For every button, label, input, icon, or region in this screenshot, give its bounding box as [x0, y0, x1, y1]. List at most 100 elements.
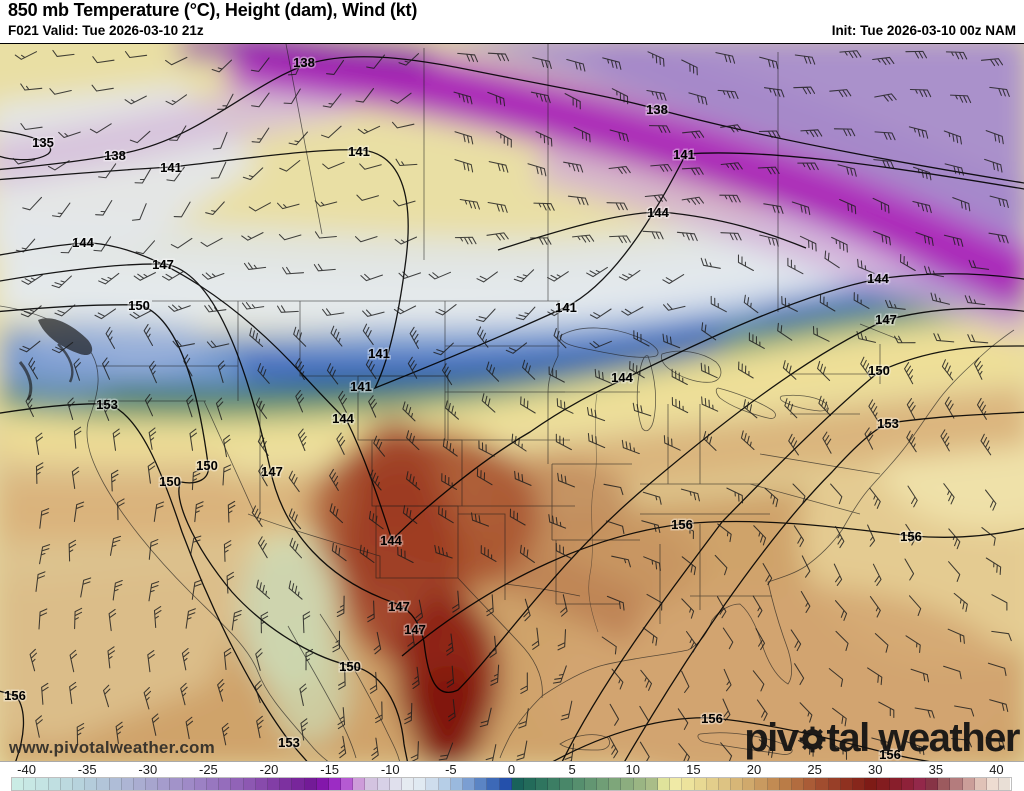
colorbar-tick-label: -10 — [380, 762, 400, 777]
colorbar-cell — [462, 778, 476, 790]
contour-label: 156 — [671, 517, 693, 532]
colorbar-cell — [852, 778, 866, 790]
contour-label: 141 — [350, 379, 372, 394]
logo-text-left: piv — [744, 716, 799, 760]
colorbar-tick-label: -5 — [445, 762, 457, 777]
colorbar-cell — [718, 778, 732, 790]
colorbar-cell — [231, 778, 244, 790]
init-time-label: Init: Tue 2026-03-10 00z NAM — [831, 23, 1016, 38]
contour-label: 150 — [196, 458, 218, 473]
colorbar-cell — [913, 778, 927, 790]
colorbar-cell — [341, 778, 354, 790]
colorbar-tick-label: 10 — [625, 762, 640, 777]
colorbar-cell — [304, 778, 317, 790]
colorbar-cell — [731, 778, 744, 790]
colorbar-tick-label: 40 — [989, 762, 1004, 777]
colorbar-cell — [694, 778, 707, 790]
colorbar-tick-label: -20 — [259, 762, 279, 777]
colorbar-cell — [280, 778, 293, 790]
colorbar-cell — [987, 778, 1000, 790]
contour-label: 144 — [867, 271, 889, 286]
contour-label: 147 — [388, 599, 410, 614]
colorbar-cell — [889, 778, 902, 790]
valid-time-label: F021 Valid: Tue 2026-03-10 21z — [8, 23, 204, 38]
colorbar-cell — [755, 778, 768, 790]
colorbar-cell — [962, 778, 975, 790]
colorbar-cell — [633, 778, 646, 790]
colorbar-cell — [182, 778, 195, 790]
colorbar-cell — [438, 778, 451, 790]
contour-label: 150 — [128, 298, 150, 313]
contour-label: 147 — [152, 257, 174, 272]
colorbar-cell — [804, 778, 817, 790]
contour-label: 156 — [4, 688, 26, 703]
colorbar-cell — [207, 778, 220, 790]
colorbar-cell — [779, 778, 792, 790]
colorbar-cell — [511, 778, 524, 790]
contour-label: 138 — [104, 148, 126, 163]
gear-icon — [797, 724, 828, 755]
page-title: 850 mb Temperature (°C), Height (dam), W… — [8, 0, 418, 20]
colorbar-cell — [572, 778, 585, 790]
temperature-colorbar: -40 -35 -30 -25 -20 -15 -10 -5 0 5 10 15 20 25 30 35 40 — [0, 762, 1024, 791]
colorbar-cell — [938, 778, 951, 790]
colorbar-tick-label: 20 — [746, 762, 762, 777]
colorbar-cell — [901, 778, 914, 790]
colorbar-tick-label: -35 — [77, 762, 97, 777]
contour-label: 141 — [348, 144, 370, 159]
colorbar-cell — [609, 778, 622, 790]
colorbar-cell — [36, 778, 49, 790]
colorbar-cell — [414, 778, 427, 790]
colorbar-cell — [24, 778, 37, 790]
colorbar-cell — [548, 778, 561, 790]
colorbar-cell — [255, 778, 268, 790]
colorbar-cell — [682, 778, 695, 790]
colorbar-tick-label: 15 — [686, 762, 701, 777]
colorbar-cell — [670, 778, 683, 790]
colorbar-cell — [60, 778, 73, 790]
colorbar-cell — [584, 778, 597, 790]
contour-label: 144 — [611, 370, 633, 385]
colorbar-cell — [267, 778, 281, 790]
colorbar-cell — [657, 778, 671, 790]
contour-label: 156 — [900, 529, 922, 544]
contour-label: 153 — [96, 397, 118, 412]
contour-label: 144 — [380, 533, 402, 548]
colorbar-cell — [706, 778, 719, 790]
contour-label: 144 — [72, 235, 94, 250]
colorbar-cells — [11, 777, 1012, 791]
colorbar-cell — [840, 778, 853, 790]
colorbar-cell — [487, 778, 500, 790]
contour-label: 147 — [875, 312, 897, 327]
colorbar-cell — [865, 778, 878, 790]
map-canvas: 135 138 138 138 141 141 141 141 141 141 144 144 144 1… — [0, 44, 1024, 762]
colorbar-cell — [328, 778, 342, 790]
contour-label: 141 — [368, 346, 390, 361]
contour-label: 141 — [160, 160, 182, 175]
contour-label: 150 — [339, 659, 361, 674]
colorbar-tick-label: -30 — [138, 762, 158, 777]
colorbar-cell — [72, 778, 86, 790]
contour-label: 156 — [879, 747, 901, 762]
contour-label: 153 — [877, 416, 899, 431]
colorbar-cell — [85, 778, 98, 790]
contour-label: 138 — [646, 102, 668, 117]
colorbar-cell — [816, 778, 829, 790]
colorbar-cell — [243, 778, 256, 790]
contour-label: 135 — [32, 135, 54, 150]
colorbar-cell — [48, 778, 61, 790]
colorbar-cell — [365, 778, 378, 790]
watermark: www.pivotalweather.com — [9, 738, 215, 757]
colorbar-cell — [743, 778, 756, 790]
colorbar-cell — [292, 778, 305, 790]
weather-map: 135 138 138 138 141 141 141 141 141 141 144 144 144 1… — [0, 43, 1024, 762]
colorbar-cell — [767, 778, 780, 790]
colorbar-cell — [450, 778, 463, 790]
colorbar-cell — [999, 778, 1011, 790]
colorbar-cell — [560, 778, 573, 790]
colorbar-cell — [158, 778, 171, 790]
colorbar-cell — [974, 778, 987, 790]
colorbar-cell — [109, 778, 122, 790]
colorbar-cell — [194, 778, 207, 790]
